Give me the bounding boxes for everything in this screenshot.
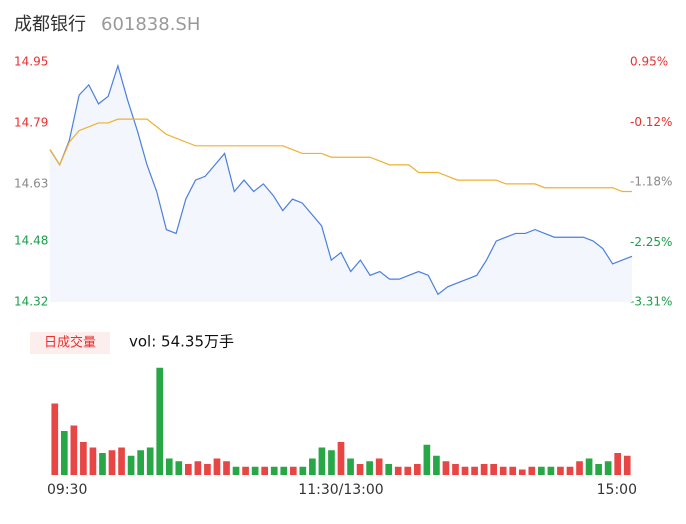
volume-bar bbox=[108, 450, 116, 475]
volume-bar bbox=[623, 455, 631, 475]
volume-bar bbox=[80, 442, 87, 475]
volume-bar bbox=[70, 425, 78, 475]
volume-bar bbox=[366, 461, 373, 475]
volume-bar bbox=[471, 466, 478, 475]
y-tick-label: 14.63 bbox=[14, 176, 48, 190]
y-tick-label: 14.79 bbox=[14, 115, 48, 129]
price-line bbox=[49, 63, 633, 296]
volume-bar bbox=[452, 464, 459, 475]
volume-bar bbox=[318, 447, 326, 475]
volume-bar bbox=[557, 466, 564, 475]
volume-bar bbox=[289, 466, 297, 475]
volume-bar bbox=[204, 464, 211, 475]
x-tick-label: 15:00 bbox=[597, 482, 637, 498]
volume-bar bbox=[347, 458, 354, 475]
volume-bar bbox=[280, 466, 288, 475]
volume-bar bbox=[337, 442, 345, 475]
volume-bar bbox=[404, 466, 412, 475]
y2-tick-label: 0.95% bbox=[630, 55, 668, 69]
volume-bar bbox=[423, 444, 431, 475]
volume-bar bbox=[480, 464, 488, 475]
volume-bar bbox=[528, 466, 536, 475]
volume-bar bbox=[232, 466, 240, 475]
x-tick-label: 09:30 bbox=[47, 482, 87, 498]
y2-tick-label: -1.18% bbox=[630, 175, 672, 189]
volume-bar bbox=[394, 466, 402, 475]
volume-bar bbox=[566, 466, 574, 475]
volume-bar bbox=[585, 458, 593, 475]
volume-bar bbox=[509, 466, 517, 475]
volume-bar bbox=[547, 466, 555, 475]
y-tick-label: 14.95 bbox=[14, 55, 48, 69]
x-tick-label: 11:30/13:00 bbox=[298, 482, 383, 498]
volume-annotation: vol: 54.35万手 bbox=[129, 333, 234, 351]
volume-bar bbox=[146, 447, 154, 475]
volume-bar bbox=[433, 455, 440, 475]
y-tick-label: 14.48 bbox=[14, 234, 48, 248]
volume-bar bbox=[89, 447, 97, 475]
volume-bar bbox=[99, 453, 106, 475]
volume-badge bbox=[30, 332, 110, 354]
volume-bar bbox=[309, 458, 316, 475]
volume-bar bbox=[328, 450, 335, 475]
volume-bar bbox=[137, 450, 144, 475]
volume-bar bbox=[175, 461, 183, 475]
volume-bar bbox=[60, 431, 68, 475]
volume-bar bbox=[242, 466, 249, 475]
y2-tick-label: -3.31% bbox=[630, 295, 672, 309]
volume-bar bbox=[595, 464, 602, 475]
volume-bar bbox=[251, 466, 259, 475]
volume-bar bbox=[118, 447, 125, 475]
volume-bar bbox=[538, 466, 545, 475]
y-tick-label: 14.32 bbox=[14, 295, 48, 309]
volume-bar bbox=[499, 466, 507, 475]
volume-title: 日成交量 bbox=[44, 335, 96, 351]
volume-bar bbox=[576, 461, 583, 475]
y2-tick-label: -0.12% bbox=[630, 115, 672, 129]
y2-tick-label: -2.25% bbox=[630, 235, 672, 249]
volume-bar bbox=[375, 458, 383, 475]
volume-bar bbox=[223, 461, 230, 475]
volume-bar bbox=[490, 464, 497, 475]
volume-bar bbox=[442, 461, 450, 475]
volume-bar bbox=[356, 464, 364, 475]
volume-bar bbox=[518, 469, 526, 475]
volume-bar bbox=[299, 466, 307, 475]
stock-code: 601838.SH bbox=[101, 14, 200, 35]
volume-bar bbox=[127, 455, 135, 475]
volume-bar bbox=[461, 466, 469, 475]
volume-bar bbox=[213, 458, 221, 475]
volume-bar bbox=[413, 464, 421, 475]
volume-bar bbox=[385, 464, 393, 475]
volume-bar bbox=[194, 461, 202, 475]
volume-bar bbox=[185, 464, 192, 475]
volume-bar bbox=[165, 458, 173, 475]
price-area bbox=[50, 65, 632, 302]
stock-name: 成都银行 bbox=[14, 14, 86, 35]
volume-bar bbox=[614, 453, 622, 475]
volume-bar bbox=[270, 466, 278, 475]
volume-bar bbox=[261, 466, 269, 475]
volume-bar bbox=[156, 367, 164, 475]
avg-line bbox=[49, 118, 632, 193]
volume-bar bbox=[604, 461, 612, 475]
volume-bar bbox=[51, 403, 59, 475]
